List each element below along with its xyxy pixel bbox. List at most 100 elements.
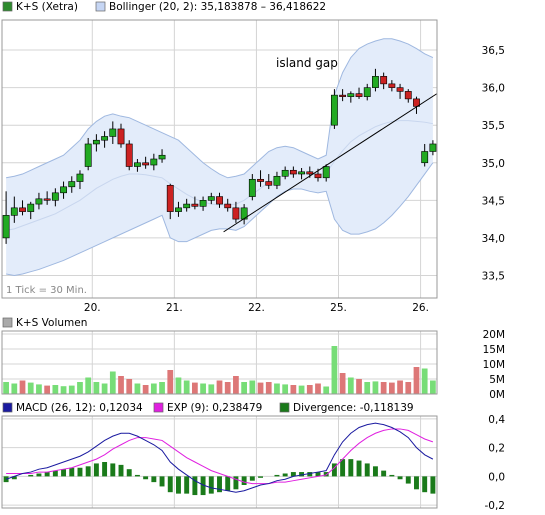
volume-bar [101, 383, 108, 394]
legend-label: K+S Volumen [16, 317, 87, 329]
volume-bar [93, 382, 100, 394]
macd-panel: -0,2 0,0 0,2 0,4 [1, 414, 505, 512]
volume-bar [85, 377, 92, 394]
volume-bar [68, 385, 75, 394]
x-tick-label: 25. [330, 302, 347, 314]
divergence-bar [241, 476, 247, 485]
volume-bar [118, 376, 124, 394]
candle-body [429, 143, 437, 152]
macd-legend: MACD (26, 12): 0,12034 EXP (9): 0,238479 D… [2, 402, 414, 414]
trend-line [223, 93, 438, 233]
divergence-bar [315, 472, 321, 477]
candle-body [51, 192, 59, 201]
divergence-bar [405, 476, 411, 484]
divergence-bar [126, 469, 132, 477]
x-tick-label: 22. [248, 302, 265, 314]
volume-bar [315, 383, 321, 394]
volume-bar [3, 382, 9, 394]
y-tick-label: 20M [483, 329, 505, 341]
candle-body [289, 169, 297, 175]
divergence-bar [134, 474, 140, 477]
y-tick-label: 0,2 [488, 443, 505, 455]
volume-bar [356, 379, 362, 394]
volume-bar [274, 383, 280, 394]
divergence-bar [44, 472, 50, 477]
divergence-bar [151, 476, 157, 483]
volume-bar [323, 386, 330, 394]
y-tick-label: 0M [489, 389, 505, 401]
macd-line [5, 422, 434, 493]
candle-body [396, 87, 404, 92]
divergence-bar [422, 476, 428, 493]
volume-bar [306, 385, 313, 394]
y-tick-label: 36,5 [482, 45, 505, 57]
divergence-bar [249, 476, 255, 481]
candle-body [19, 207, 26, 212]
volume-bar [208, 384, 215, 394]
volume-bar [241, 382, 247, 394]
candle-body [372, 76, 379, 88]
candle-body [142, 162, 150, 166]
candle-body [248, 178, 256, 197]
candle-body [2, 215, 10, 239]
tick-note: 1 Tick = 30 Min. [6, 285, 87, 296]
y-tick-label: 35,5 [482, 120, 505, 132]
bollinger-upper-line [6, 38, 434, 179]
candle-body [404, 91, 412, 100]
candle-body [109, 128, 117, 137]
candle-body [134, 162, 141, 167]
y-tick-label: 33,5 [482, 270, 505, 282]
volume-bar [413, 367, 420, 394]
candle-body [298, 171, 305, 175]
candle-body [68, 181, 76, 188]
y-tick-label: 34,5 [482, 195, 505, 207]
candle-body [117, 128, 125, 145]
divergence-bar [110, 463, 116, 477]
y-tick-label: 10M [483, 359, 505, 371]
volume-bar [134, 383, 141, 394]
volume-bar [388, 382, 395, 394]
divergence-bar [200, 476, 206, 496]
divergence-bar [11, 476, 17, 480]
volume-bar [364, 382, 371, 394]
volume-bar [167, 370, 174, 394]
volume-bar [257, 382, 264, 394]
legend-swatch [2, 317, 13, 328]
volume-bar [224, 382, 231, 394]
divergence-bar [52, 470, 58, 477]
candle-body [355, 93, 363, 97]
divergence-bar [69, 467, 75, 477]
candle-body [216, 196, 223, 205]
volume-legend: K+S Volumen [2, 317, 87, 329]
volume-bar [397, 380, 403, 394]
divergence-bar [397, 476, 403, 480]
volume-bar [331, 346, 338, 394]
plot-background [2, 416, 437, 508]
divergence-bar [102, 462, 108, 477]
divergence-bar [159, 476, 165, 487]
volume-bar [380, 382, 387, 394]
volume-bar [298, 385, 305, 394]
candle-body [322, 166, 330, 179]
volume-bar [216, 380, 223, 394]
volume-bar [421, 368, 428, 394]
candle-body [43, 198, 51, 201]
legend-label: K+S (Xetra) [16, 1, 78, 13]
plot-border [1, 415, 438, 509]
divergence-bar [36, 473, 42, 477]
legend-swatch [153, 402, 164, 413]
candle-body [27, 203, 35, 212]
legend-swatch [95, 1, 106, 12]
divergence-bar [85, 466, 91, 477]
volume-bar [77, 382, 83, 394]
volume-bar [347, 377, 354, 394]
candle-body [166, 184, 174, 212]
candle-body [421, 151, 429, 164]
volume-bar [372, 381, 379, 394]
volume-bar [183, 380, 190, 394]
divergence-bar [282, 473, 288, 477]
x-tick-label: 26. [412, 302, 429, 314]
volume-bar [126, 379, 133, 394]
y-tick-label: 15M [483, 344, 505, 356]
candle-body [101, 136, 109, 141]
